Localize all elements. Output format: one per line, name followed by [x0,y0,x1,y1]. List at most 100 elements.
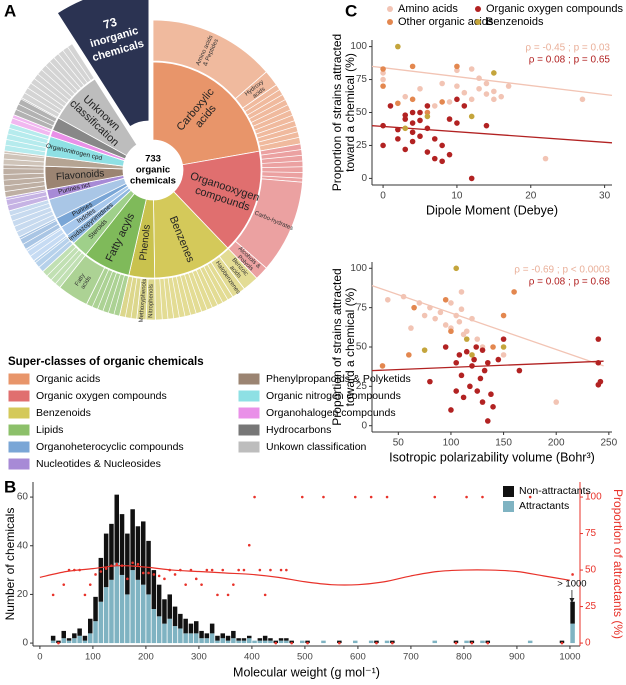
proportion-point [131,561,134,565]
bar [284,640,289,644]
annotation: > 1000 [557,579,586,590]
point [416,300,423,306]
point [384,296,391,303]
point [409,138,416,145]
proportion-point [226,593,230,597]
point [439,99,445,105]
center-label: organic [136,165,170,176]
legend-label: Nucleotides & Nucleosides [36,458,161,470]
proportion-point [300,495,304,499]
legend-swatch [237,389,261,403]
x-axis-title: Molecular weight (g mol⁻¹) [233,665,380,679]
fit-line [371,65,613,97]
proportion-point [285,568,288,572]
slice-divider [188,272,203,312]
proportion-point [269,568,272,572]
point [467,383,473,390]
slice-divider [107,273,121,314]
proportion-point [306,641,309,645]
annotation: ρ = 0.08 ; p = 0.68 [529,277,611,288]
bar [167,594,173,619]
slice-divider [261,166,303,168]
legend-marker [475,6,481,12]
y-tick-label: 75 [356,74,368,85]
y-tick-label: 100 [350,263,367,274]
point [454,96,460,103]
bar [241,640,247,644]
proportion-point [62,583,66,586]
proportion-point [88,583,92,586]
bar [268,638,273,641]
proportion-point [157,574,161,578]
bar [215,640,220,644]
point [453,312,460,319]
legend-swatch [237,406,261,420]
point [411,304,417,311]
point [442,322,449,328]
segment-label: Flavonoids [56,168,105,183]
bar [209,633,215,644]
proportion-point [210,568,214,572]
point [469,352,475,358]
proportion-point [189,568,193,572]
proportion-point [470,641,474,645]
point [427,378,433,385]
bar [151,570,157,610]
slice-divider [11,206,51,222]
slice-divider [3,181,45,187]
point [446,99,453,105]
bar [172,626,178,644]
point [476,75,482,82]
proportion-point [481,495,484,499]
slice-divider [19,220,57,240]
slice-divider [259,136,300,147]
point [379,363,386,369]
slice-divider [244,89,280,112]
point [402,112,409,118]
bar [167,618,173,644]
center-label: chemicals [130,176,176,187]
slice-divider [261,154,303,160]
point [483,91,490,97]
bar [570,623,575,644]
point [579,96,586,103]
proportion-point [560,641,564,645]
legend-swatch [7,457,31,471]
bar [77,635,82,644]
bar [151,609,157,644]
point [456,352,463,358]
x-tick-label: 0 [37,652,42,663]
slice-divider [34,237,68,264]
panel-letter: C [345,1,357,20]
proportion-point [454,641,458,645]
bar [188,633,194,644]
bar [77,628,82,636]
y-axis-title: toward a chemical (%) [343,53,357,172]
proportion-point [465,495,468,499]
slice-divider [16,214,54,233]
slice-divider [3,177,45,181]
point [409,129,416,136]
bar [119,574,125,644]
slice-divider [163,278,169,320]
proportion-point [126,577,129,581]
slice-divider [6,139,47,149]
slice-divider [37,73,70,101]
point [439,158,445,165]
x-tick-label: 20 [525,191,537,202]
bar [125,533,130,595]
proportion-point [57,641,60,645]
proportion-point [94,573,97,576]
x-tick-label: 250 [600,438,617,449]
y-axis-title: toward a chemical (%) [343,288,357,407]
proportion-point [263,593,267,597]
x-tick-label: 1000 [559,652,580,663]
point [448,328,454,335]
legend-label: Organic oxygen compounds [36,390,167,402]
x-tick-label: 800 [456,652,472,663]
point [409,63,416,70]
point [453,265,460,272]
point [409,96,416,103]
proportion-point [279,568,283,572]
point [491,96,497,103]
